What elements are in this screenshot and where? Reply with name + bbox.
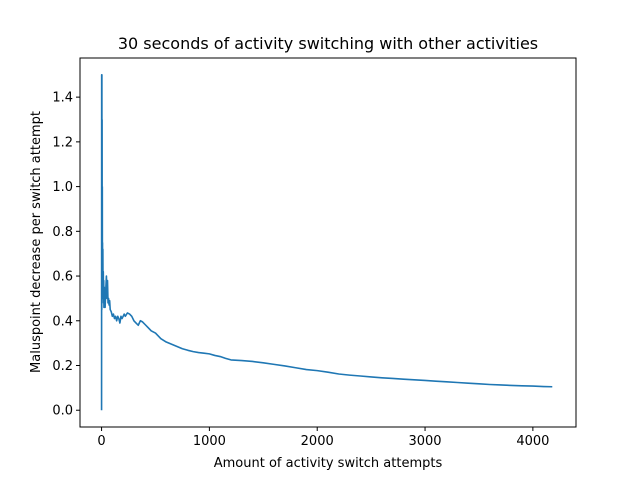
- y-axis-label: Maluspoint decrease per switch attempt: [29, 111, 44, 373]
- x-tick-label: 0: [97, 434, 105, 449]
- y-tick-label: 0.4: [52, 314, 73, 329]
- x-axis: 0 1000 2000 3000 4000: [97, 427, 549, 449]
- x-tick-label: 3000: [408, 434, 441, 449]
- y-tick-label: 0.0: [52, 404, 73, 419]
- y-tick-label: 0.8: [52, 225, 73, 240]
- plot-frame: [79, 57, 577, 428]
- chart-title: 30 seconds of activity switching with ot…: [118, 34, 538, 53]
- x-tick-label: 1000: [193, 434, 226, 449]
- series-line-0: [100, 73, 553, 411]
- y-tick-label: 0.6: [52, 270, 73, 285]
- y-tick-label: 0.2: [52, 359, 73, 374]
- y-tick-label: 1.4: [52, 91, 73, 106]
- x-tick-label: 2000: [301, 434, 334, 449]
- y-tick-label: 1.0: [52, 180, 73, 195]
- plot-area: [100, 73, 553, 411]
- x-axis-label: Amount of activity switch attempts: [214, 456, 443, 471]
- y-axis: 0.0 0.2 0.4 0.6 0.8 1.0 1.2 1.4: [52, 91, 80, 419]
- y-tick-label: 1.2: [52, 135, 73, 150]
- x-tick-label: 4000: [516, 434, 549, 449]
